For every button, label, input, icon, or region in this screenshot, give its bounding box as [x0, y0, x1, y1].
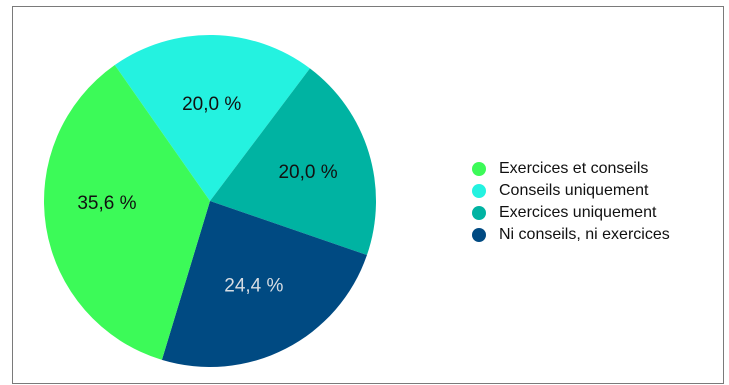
slice-data-label: 35,6 %	[77, 193, 136, 214]
slice-data-label: 24,4 %	[224, 276, 283, 297]
legend-item: Exercices et conseils	[472, 158, 670, 180]
legend-label: Conseils uniquement	[499, 182, 649, 199]
slice-data-label: 20,0 %	[182, 94, 241, 115]
legend-item: Conseils uniquement	[472, 180, 670, 202]
legend-item: Ni conseils, ni exercices	[472, 224, 670, 246]
pie-slice	[210, 68, 376, 256]
slice-data-label: 20,0 %	[278, 162, 337, 183]
pie-slice	[43, 65, 210, 360]
chart-legend: Exercices et conseils Conseils uniquemen…	[472, 158, 670, 246]
legend-swatch	[472, 184, 486, 198]
legend-label: Exercices uniquement	[499, 204, 657, 221]
pie-slice	[114, 34, 310, 201]
legend-item: Exercices uniquement	[472, 202, 670, 224]
legend-label: Ni conseils, ni exercices	[499, 226, 670, 243]
legend-swatch	[472, 206, 486, 220]
legend-swatch	[472, 162, 486, 176]
legend-swatch	[472, 228, 486, 242]
pie-slice	[161, 201, 367, 367]
legend-label: Exercices et conseils	[499, 160, 649, 177]
